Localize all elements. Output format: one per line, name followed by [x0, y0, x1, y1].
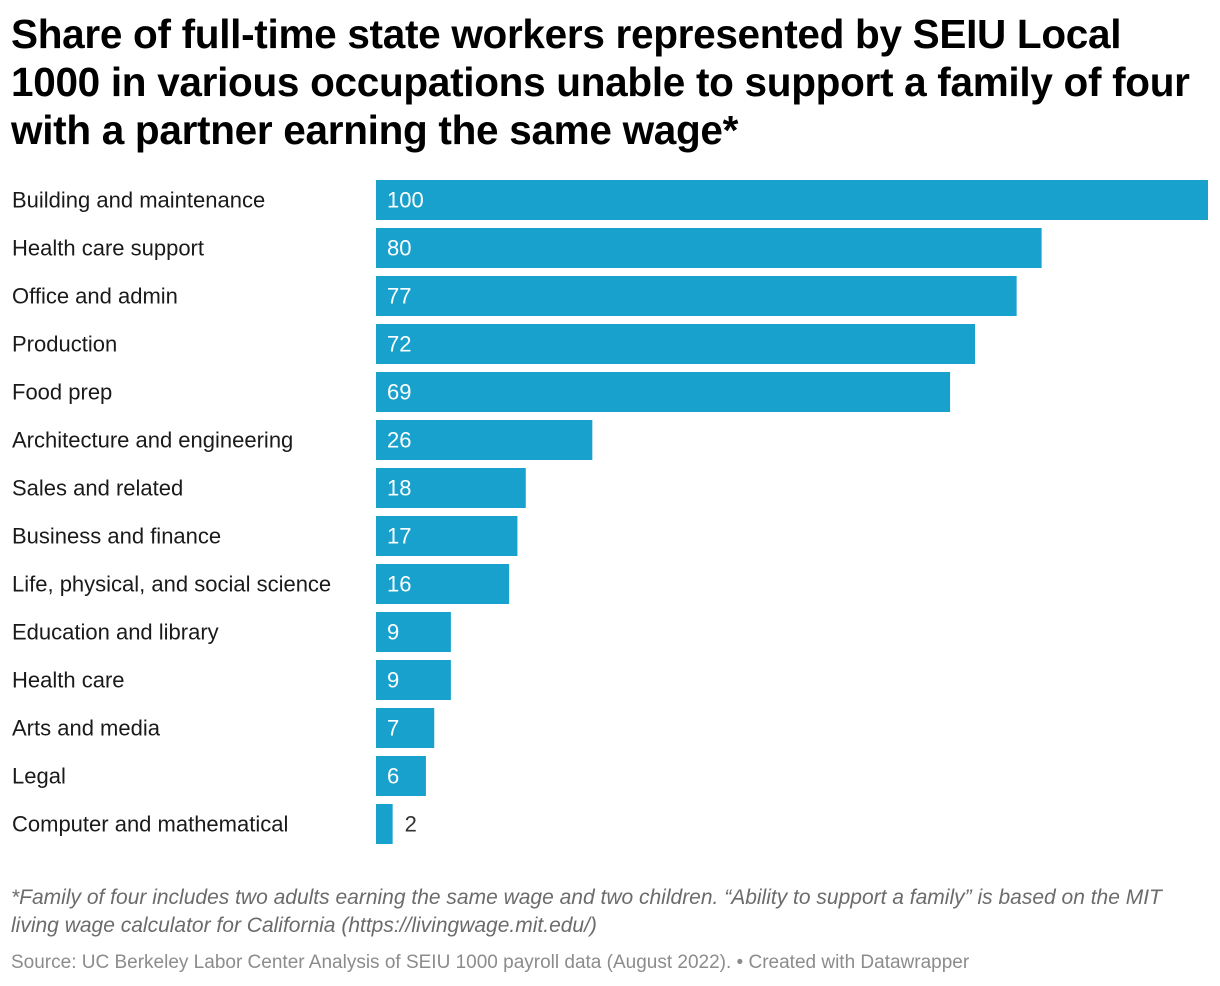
- bar-chart: Building and maintenance 100 Health care s…: [12, 180, 1208, 844]
- value-label: 72: [387, 332, 411, 357]
- bar: [376, 660, 451, 700]
- value-label: 77: [387, 284, 411, 309]
- bar-row: Health care support 80: [12, 228, 1042, 268]
- bar-row: Computer and mathematical 2: [12, 804, 417, 844]
- value-label: 16: [387, 572, 411, 597]
- category-label: Architecture and engineering: [12, 428, 293, 453]
- bar: [376, 324, 976, 364]
- category-label: Food prep: [12, 380, 112, 405]
- category-label: Computer and mathematical: [12, 812, 288, 837]
- bar: [376, 804, 393, 844]
- category-label: Education and library: [12, 620, 219, 645]
- value-label: 7: [387, 716, 399, 741]
- category-label: Building and maintenance: [12, 188, 265, 213]
- bar: [376, 468, 526, 508]
- bar-row: Sales and related 18: [12, 468, 526, 508]
- category-label: Life, physical, and social science: [12, 572, 331, 597]
- bar: [376, 756, 426, 796]
- bar-row: Office and admin 77: [12, 276, 1017, 316]
- value-label: 2: [405, 812, 417, 837]
- bar: [376, 564, 510, 604]
- bar-row: Life, physical, and social science 16: [12, 564, 510, 604]
- bar: [376, 708, 435, 748]
- value-label: 26: [387, 428, 411, 453]
- bar-row: Business and finance 17: [12, 516, 518, 556]
- value-label: 100: [387, 188, 424, 213]
- bar-row: Building and maintenance 100: [12, 180, 1208, 220]
- bar-row: Health care 9: [12, 660, 451, 700]
- chart-title: Share of full-time state workers represe…: [11, 11, 1190, 153]
- value-label: 80: [387, 236, 411, 261]
- value-label: 18: [387, 476, 411, 501]
- bar: [376, 372, 951, 412]
- category-label: Legal: [12, 764, 66, 789]
- category-label: Sales and related: [12, 476, 183, 501]
- category-label: Arts and media: [12, 716, 161, 741]
- bar-row: Arts and media 7: [12, 708, 435, 748]
- bar: [376, 420, 593, 460]
- bar: [376, 516, 518, 556]
- bar-row: Architecture and engineering 26: [12, 420, 593, 460]
- bar-row: Legal 6: [12, 756, 426, 796]
- value-label: 17: [387, 524, 411, 549]
- chart-footnote: *Family of four includes two adults earn…: [11, 886, 1162, 937]
- bar: [376, 612, 451, 652]
- bar-row: Food prep 69: [12, 372, 951, 412]
- value-label: 9: [387, 668, 399, 693]
- chart-source: Source: UC Berkeley Labor Center Analysi…: [11, 952, 970, 973]
- bar: [376, 228, 1042, 268]
- category-label: Office and admin: [12, 284, 178, 309]
- bar: [376, 276, 1017, 316]
- category-label: Health care: [12, 668, 125, 693]
- category-label: Production: [12, 332, 117, 357]
- bar: [376, 180, 1208, 220]
- category-label: Business and finance: [12, 524, 221, 549]
- value-label: 6: [387, 764, 399, 789]
- bar-row: Production 72: [12, 324, 976, 364]
- value-label: 69: [387, 380, 411, 405]
- category-label: Health care support: [12, 236, 204, 261]
- value-label: 9: [387, 620, 399, 645]
- bar-row: Education and library 9: [12, 612, 451, 652]
